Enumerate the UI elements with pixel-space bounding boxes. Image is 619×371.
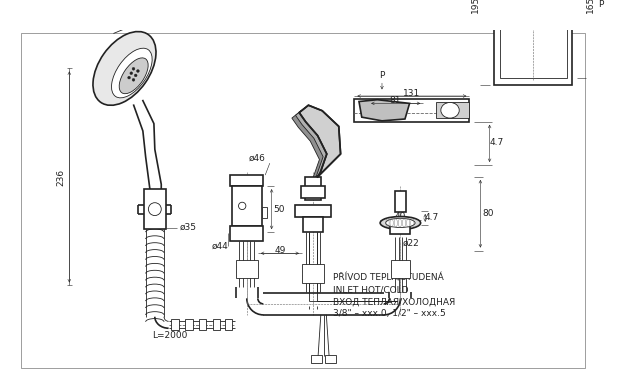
Text: 4.7: 4.7 bbox=[425, 213, 439, 222]
Bar bbox=[236, 260, 258, 278]
Bar bbox=[391, 260, 410, 278]
Circle shape bbox=[128, 76, 131, 79]
Bar bbox=[230, 175, 263, 186]
Bar bbox=[390, 223, 410, 234]
Polygon shape bbox=[292, 111, 333, 183]
Polygon shape bbox=[359, 100, 410, 121]
Bar bbox=[326, 355, 337, 363]
Bar bbox=[230, 226, 263, 241]
Text: 3/8" – xxx.0, 1/2" – xxx.5: 3/8" – xxx.0, 1/2" – xxx.5 bbox=[333, 309, 446, 318]
Text: 195: 195 bbox=[471, 0, 480, 13]
Circle shape bbox=[238, 202, 246, 210]
Text: 165: 165 bbox=[586, 0, 595, 13]
Ellipse shape bbox=[386, 219, 415, 227]
Bar bbox=[305, 177, 321, 200]
Circle shape bbox=[132, 78, 135, 81]
Bar bbox=[232, 186, 261, 226]
Text: ø22: ø22 bbox=[403, 239, 420, 248]
Text: 131: 131 bbox=[403, 89, 420, 98]
Polygon shape bbox=[299, 105, 340, 177]
Circle shape bbox=[132, 68, 135, 70]
Circle shape bbox=[509, 0, 557, 29]
Text: INLET HOT/COLD: INLET HOT/COLD bbox=[333, 286, 409, 295]
Bar bbox=[213, 319, 220, 329]
Text: P: P bbox=[598, 0, 604, 9]
Text: L=2000: L=2000 bbox=[152, 331, 188, 339]
Bar bbox=[261, 207, 267, 219]
Bar bbox=[302, 264, 324, 283]
Bar bbox=[144, 189, 166, 229]
Text: ø44: ø44 bbox=[212, 242, 228, 250]
Polygon shape bbox=[295, 108, 337, 180]
Circle shape bbox=[149, 203, 162, 216]
Text: 4.7: 4.7 bbox=[490, 138, 504, 147]
Bar bbox=[295, 204, 331, 217]
Bar bbox=[225, 319, 232, 329]
Bar bbox=[303, 217, 323, 232]
Bar bbox=[494, 0, 573, 85]
Ellipse shape bbox=[380, 217, 420, 229]
Bar bbox=[355, 99, 469, 122]
Text: ø46: ø46 bbox=[249, 154, 266, 163]
Ellipse shape bbox=[111, 48, 152, 98]
Circle shape bbox=[134, 74, 137, 77]
Text: P: P bbox=[379, 71, 384, 80]
Text: 80: 80 bbox=[482, 209, 493, 218]
Circle shape bbox=[130, 72, 132, 75]
Text: 49: 49 bbox=[274, 246, 285, 255]
Bar bbox=[436, 102, 469, 118]
Bar bbox=[301, 186, 325, 198]
Text: 81: 81 bbox=[390, 96, 401, 105]
Text: ВХОД ТЕПЛАЯ/ХОЛОДНАЯ: ВХОД ТЕПЛАЯ/ХОЛОДНАЯ bbox=[333, 298, 456, 306]
Text: 40: 40 bbox=[395, 212, 406, 221]
Text: ø35: ø35 bbox=[180, 223, 197, 232]
Bar bbox=[311, 355, 322, 363]
Ellipse shape bbox=[441, 102, 459, 118]
Bar bbox=[395, 191, 406, 212]
Ellipse shape bbox=[119, 58, 148, 94]
Bar bbox=[199, 319, 206, 329]
Text: 236: 236 bbox=[56, 168, 66, 186]
Bar bbox=[185, 319, 193, 329]
Bar bbox=[500, 0, 567, 78]
Ellipse shape bbox=[93, 32, 156, 105]
Bar bbox=[171, 319, 179, 329]
Circle shape bbox=[137, 70, 139, 72]
Text: PŘÍVOD TEPLÁ/STUDENÁ: PŘÍVOD TEPLÁ/STUDENÁ bbox=[333, 274, 444, 283]
Text: 50: 50 bbox=[273, 205, 285, 214]
